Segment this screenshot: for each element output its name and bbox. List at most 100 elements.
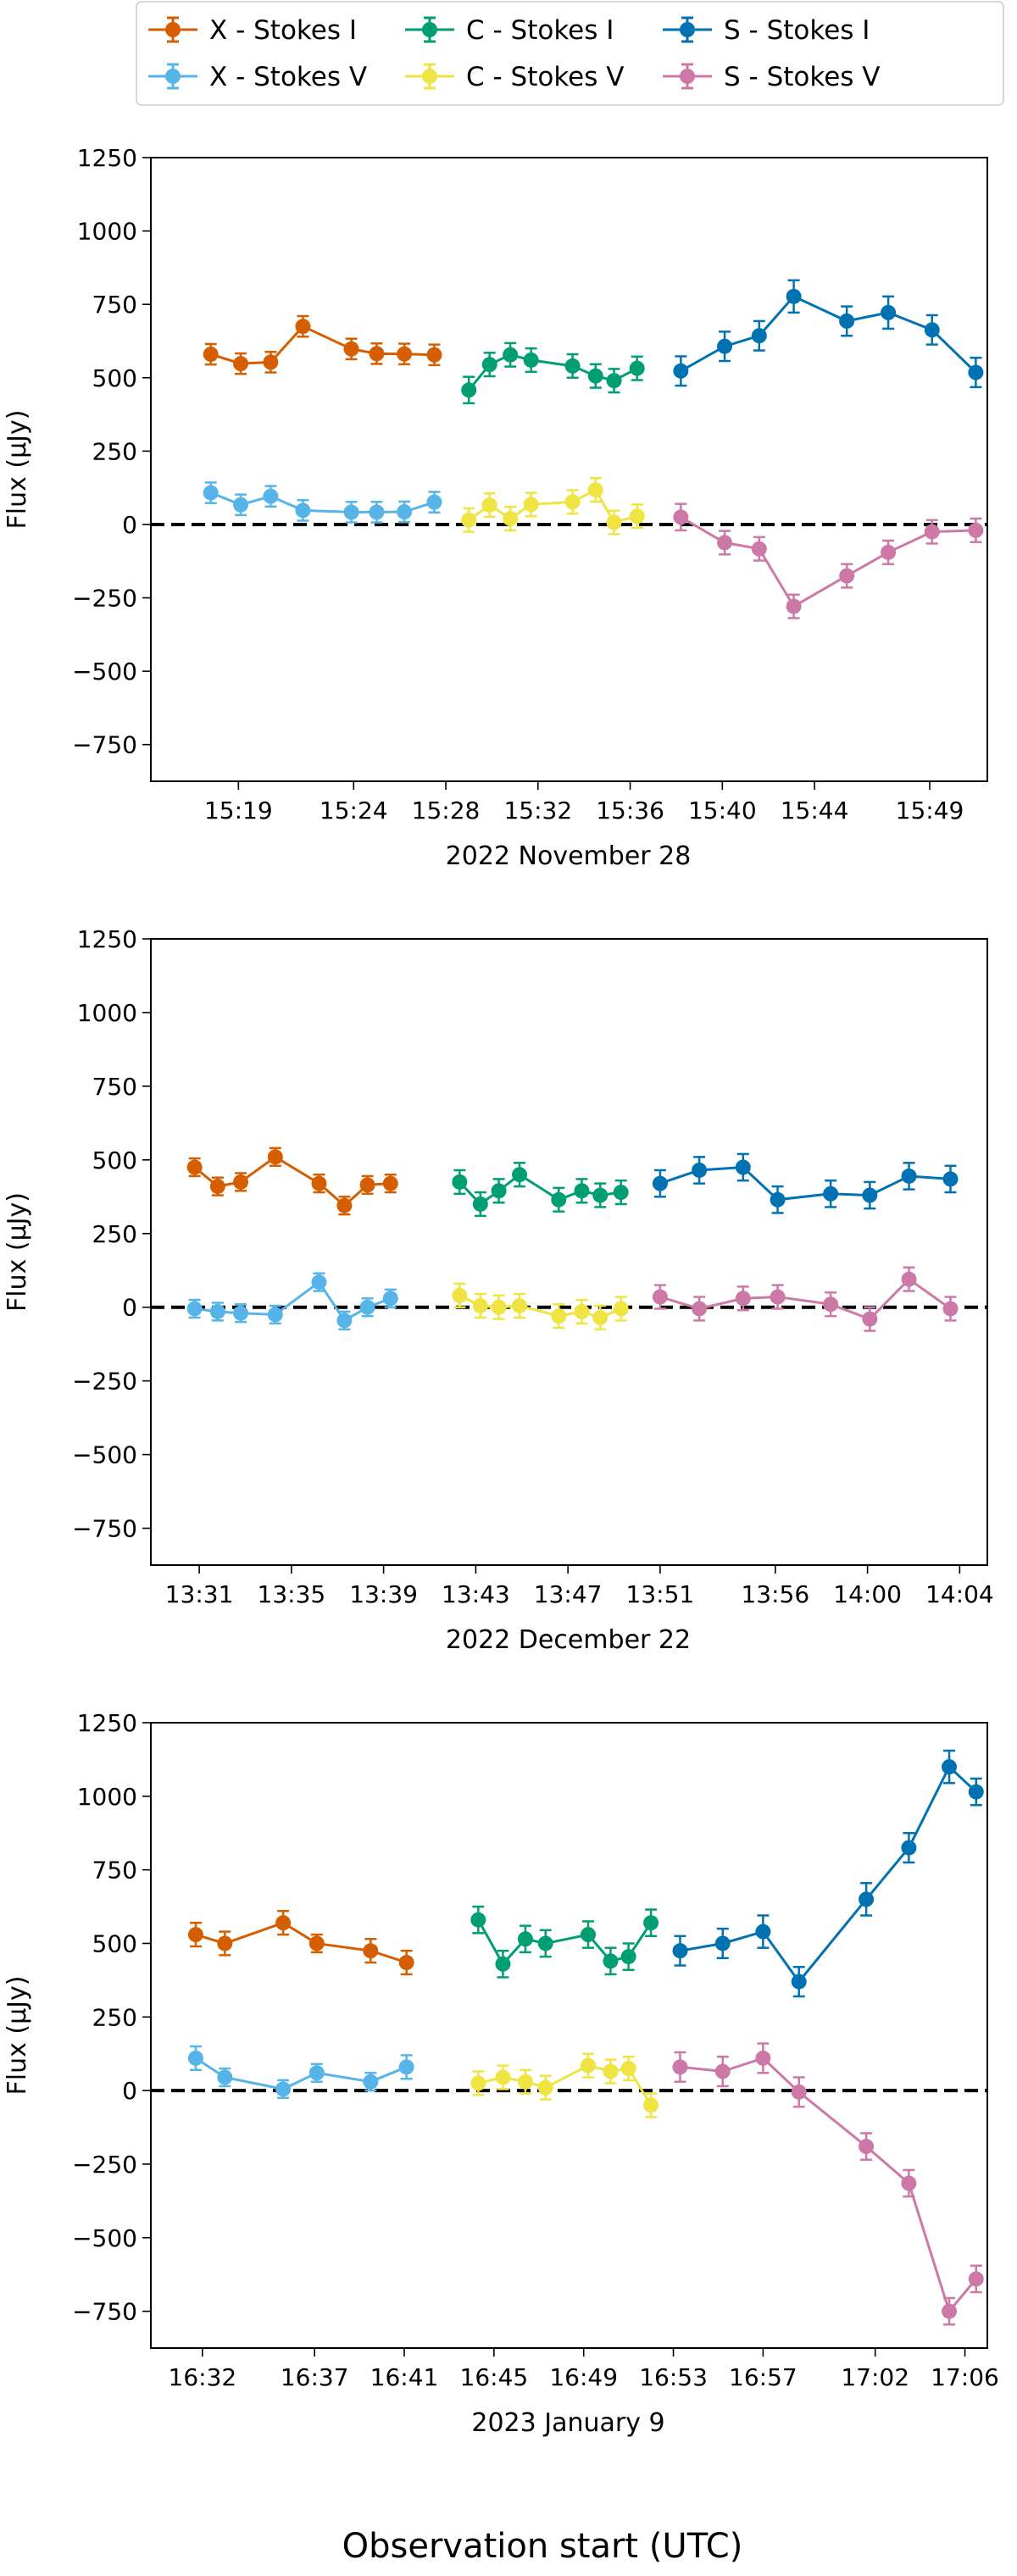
- series-x-stokes-i: [203, 314, 442, 375]
- data-point: [968, 1784, 984, 1800]
- data-point: [263, 488, 279, 504]
- legend-swatch-s-stokes-v: [663, 63, 712, 90]
- legend-swatch-s-stokes-i: [663, 16, 712, 43]
- data-point: [209, 1179, 225, 1195]
- y-tick-label: 0: [122, 511, 137, 539]
- data-point: [503, 347, 519, 363]
- x-tick-label: 17:06: [931, 2363, 999, 2391]
- data-point: [311, 1274, 327, 1291]
- data-point: [924, 322, 940, 338]
- x-tick-label: 16:37: [281, 2363, 349, 2391]
- legend-label-c-stokes-i: C - Stokes I: [466, 15, 614, 46]
- x-tick-label: 15:49: [896, 797, 964, 824]
- legend-label-c-stokes-v: C - Stokes V: [466, 62, 624, 92]
- series-s-stokes-v: [673, 502, 984, 619]
- legend-item-x-stokes-v: X - Stokes V: [148, 62, 367, 92]
- data-point: [735, 1159, 751, 1175]
- data-point: [942, 1171, 959, 1187]
- x-axis-label: 2022 December 22: [446, 1625, 691, 1655]
- y-tick-label: −500: [72, 1441, 137, 1469]
- x-tick-label: 13:51: [626, 1580, 695, 1608]
- data-point: [369, 346, 385, 362]
- y-axis-label: Flux (μJy): [3, 410, 32, 530]
- data-point: [363, 1943, 379, 1959]
- panel-2023-january-9: −750 −500 −250 0 250 500 750 1000 1250 16:32 16:37…: [3, 1709, 999, 2438]
- series-s-stokes-v: [672, 2042, 984, 2326]
- data-point: [503, 511, 519, 527]
- data-point: [968, 364, 984, 380]
- data-point: [452, 1174, 468, 1190]
- series-x-stokes-v: [187, 2045, 414, 2100]
- data-point: [643, 2097, 659, 2113]
- series-c-stokes-i: [470, 1905, 659, 1979]
- data-point: [592, 1309, 609, 1325]
- data-point: [901, 1840, 917, 1856]
- series-s-stokes-v: [652, 1266, 959, 1332]
- data-point: [580, 2057, 596, 2074]
- data-point: [735, 1291, 751, 1307]
- y-tick-label: 250: [92, 437, 137, 465]
- data-point: [512, 1297, 528, 1313]
- data-point: [359, 1299, 375, 1315]
- legend-swatch-c-stokes-v: [405, 63, 454, 90]
- data-point: [574, 1183, 590, 1199]
- data-point: [587, 368, 603, 384]
- data-point: [629, 508, 645, 525]
- y-tick-label: 500: [92, 364, 137, 392]
- y-tick-label: 0: [122, 2077, 137, 2105]
- data-point: [791, 1974, 807, 1990]
- data-point: [187, 2050, 203, 2066]
- data-point: [336, 1197, 353, 1213]
- data-point: [537, 1935, 553, 1951]
- data-point: [233, 356, 249, 372]
- data-point: [859, 1891, 875, 1907]
- y-axis-label: Flux (μJy): [3, 1192, 32, 1312]
- data-point: [672, 1943, 688, 1959]
- y-tick-label: −500: [72, 658, 137, 686]
- series-s-stokes-i: [673, 279, 984, 389]
- data-point: [461, 512, 477, 528]
- data-point: [233, 1174, 249, 1190]
- data-point: [187, 1927, 203, 1943]
- data-point: [839, 313, 855, 329]
- data-point: [461, 382, 477, 398]
- x-tick-label: 13:35: [258, 1580, 326, 1608]
- legend-item-x-stokes-i: X - Stokes I: [148, 15, 357, 46]
- x-tick-label: 17:02: [841, 2363, 909, 2391]
- data-point: [673, 363, 689, 379]
- legend-swatch-x-stokes-v: [148, 63, 197, 90]
- series-c-stokes-v: [461, 476, 645, 536]
- data-point: [217, 1935, 233, 1951]
- data-point: [275, 2081, 292, 2097]
- data-point: [751, 328, 767, 344]
- data-point: [495, 2069, 511, 2085]
- y-tick-label: 250: [92, 2003, 137, 2031]
- data-point: [359, 1177, 375, 1193]
- data-point: [770, 1289, 786, 1305]
- x-tick-label: 13:47: [534, 1580, 603, 1608]
- data-point: [491, 1299, 507, 1315]
- data-point: [470, 2075, 486, 2091]
- data-point: [692, 1301, 708, 1317]
- x-tick-label: 15:19: [204, 797, 273, 824]
- data-point: [564, 358, 581, 374]
- x-tick-label: 15:32: [503, 797, 572, 824]
- legend-item-c-stokes-v: C - Stokes V: [405, 62, 624, 92]
- data-point: [537, 2079, 553, 2096]
- legend-item-s-stokes-v: S - Stokes V: [663, 62, 881, 92]
- data-point: [186, 1301, 203, 1317]
- series-x-stokes-v: [203, 481, 442, 524]
- data-point: [233, 1305, 249, 1321]
- data-point: [613, 1185, 629, 1201]
- data-point: [673, 509, 689, 525]
- data-point: [770, 1191, 786, 1208]
- data-point: [652, 1289, 668, 1305]
- data-point: [495, 1956, 511, 1972]
- data-point: [620, 1949, 636, 1965]
- data-point: [755, 1924, 771, 1940]
- series-x-stokes-i: [186, 1146, 398, 1216]
- data-point: [472, 1196, 488, 1212]
- legend-label-s-stokes-v: S - Stokes V: [724, 62, 881, 92]
- data-point: [629, 360, 645, 376]
